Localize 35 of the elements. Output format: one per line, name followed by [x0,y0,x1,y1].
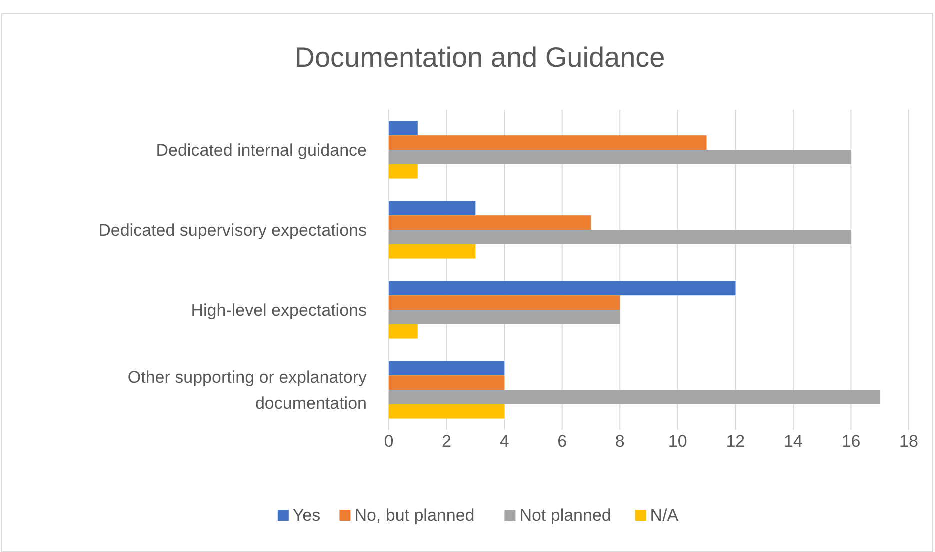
bar [389,376,505,390]
x-tick-label: 16 [842,432,861,451]
x-tick-label: 10 [668,432,688,451]
y-tick-label: Other supporting or explanatory documentation [128,368,368,413]
legend-label: Not planned [520,506,612,525]
bar [389,216,592,230]
bar [389,150,852,164]
x-tick-label: 18 [900,432,918,451]
bar [389,390,880,404]
bar [389,296,620,310]
chart-title: Documentation and Guidance [294,42,666,73]
bar [389,361,505,376]
y-tick-label: Dedicated internal guidance [156,141,367,160]
y-tick-label: Dedicated supervisory expectations [98,221,367,240]
x-tick-label: 4 [500,432,510,451]
x-tick-label: 2 [442,432,452,451]
bar [389,164,418,179]
x-tick-label: 0 [384,432,394,451]
x-tick-label: 6 [558,432,568,451]
bar [389,136,707,150]
bar [389,230,852,244]
bar [389,404,505,419]
x-tick-label: 14 [784,432,803,451]
y-tick-label: High-level expectations [191,301,367,320]
legend-label: No, but planned [354,506,475,525]
x-tick-label: 12 [726,432,746,451]
bar [389,281,736,296]
bar [389,310,620,324]
legend-label: N/A [650,506,680,525]
x-tick-label: 8 [615,432,625,451]
legend-label: Yes [292,506,321,525]
bar [389,324,418,339]
bar [389,121,418,136]
bar [389,201,476,216]
bar [389,244,476,259]
